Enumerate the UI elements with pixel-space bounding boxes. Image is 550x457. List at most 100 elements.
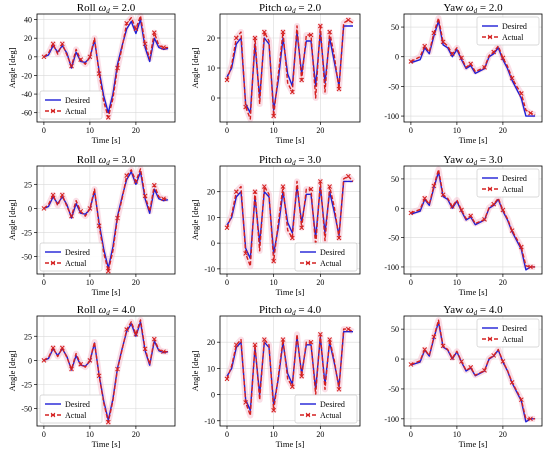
y-tick-label: 10: [207, 364, 215, 373]
title-omega-subscript: d: [106, 159, 110, 167]
title-omega-value: 2.0: [307, 2, 321, 14]
data-point-actual: [124, 173, 130, 178]
y-tick-label: 0: [28, 356, 32, 365]
y-tick-label: -50: [21, 405, 32, 414]
series-line-desired: [226, 25, 353, 114]
x-tick-label: 0: [42, 126, 46, 135]
legend: Desired Actual: [39, 90, 103, 120]
series-line-actual: [226, 19, 354, 120]
x-axis-label: Time [s]: [459, 287, 488, 297]
legend-label-actual: Actual: [320, 259, 342, 268]
data-point-actual: [271, 258, 277, 264]
data-point-actual: [151, 336, 157, 342]
data-point-actual: [408, 59, 414, 64]
y-tick-label: 50: [391, 175, 399, 184]
data-point-actual: [50, 41, 56, 47]
data-point-actual: [491, 49, 497, 55]
y-axis-label: Angle [deg]: [7, 47, 17, 88]
data-point-actual: [509, 228, 515, 233]
title-omega-value: 3.0: [121, 154, 135, 166]
data-point-actual: [408, 362, 414, 367]
title-equals: =: [296, 2, 308, 14]
data-point-actual: [500, 55, 506, 61]
x-tick-label: 10: [270, 430, 278, 439]
title-omega-subscript: d: [292, 159, 296, 167]
x-axis-label: Time [s]: [276, 287, 305, 297]
y-tick-label: -100: [384, 263, 399, 272]
chart-title: Roll ωd = 3.0: [77, 154, 136, 167]
legend-label-desired: Desired: [502, 174, 527, 183]
data-point-actual: [468, 61, 474, 67]
title-prefix: Pitch: [259, 154, 284, 166]
data-point-actual: [528, 416, 533, 422]
plot-frame: [36, 315, 176, 427]
data-point-actual: [96, 71, 102, 76]
data-point-actual: [271, 113, 277, 119]
x-tick-label: 0: [409, 126, 413, 135]
x-tick-label: 20: [499, 278, 507, 287]
x-tick-label: 10: [453, 126, 461, 135]
x-axis-label: Time [s]: [92, 439, 121, 449]
legend-marker-actual: [305, 260, 311, 266]
data-point-actual: [41, 206, 47, 211]
data-point-actual: [233, 342, 239, 348]
data-point-actual: [317, 179, 323, 184]
data-point-actual: [345, 326, 351, 332]
legend: Desired Actual: [294, 394, 358, 424]
legend-box: [39, 242, 103, 272]
data-point-actual: [308, 186, 314, 192]
x-axis-label: Time [s]: [92, 135, 121, 145]
x-axis-label: Time [s]: [459, 135, 488, 145]
data-point-actual: [59, 192, 65, 198]
title-omega-value: 3.0: [489, 154, 503, 166]
x-tick-label: 10: [86, 430, 94, 439]
chart-panel: 0 10 20 -60 -40 -20 0 20 40 Roll ωd = 2.0 Time [s]…: [7, 2, 176, 145]
x-tick-label: 0: [225, 126, 229, 135]
x-tick-label: 0: [42, 430, 46, 439]
legend-marker-actual: [487, 34, 493, 40]
chart-title: Yaw ωd = 4.0: [443, 304, 503, 317]
data-point-actual: [87, 206, 93, 211]
data-point-actual: [528, 110, 533, 116]
data-point-actual: [327, 184, 333, 189]
data-point-actual: [482, 65, 487, 70]
x-tick-label: 20: [316, 278, 324, 287]
title-prefix: Pitch: [259, 304, 284, 316]
data-point-actual: [142, 346, 148, 352]
x-tick-label: 10: [86, 278, 94, 287]
x-tick-label: 20: [132, 430, 140, 439]
title-omega: ω: [284, 304, 292, 316]
data-point-actual: [78, 57, 84, 62]
series-line-actual: [226, 175, 354, 267]
series-line-actual: [410, 168, 536, 268]
data-point-actual: [440, 192, 446, 198]
data-point-actual: [468, 213, 474, 219]
y-axis-label: Angle [deg]: [7, 199, 17, 240]
chart-title: Roll ωd = 4.0: [77, 304, 136, 317]
title-equals: =: [296, 154, 308, 166]
data-point-actual: [408, 210, 414, 216]
legend-box: [39, 90, 103, 120]
data-point-actual: [87, 358, 93, 363]
data-point-actual: [261, 337, 267, 342]
data-point-actual: [518, 91, 524, 96]
title-omega-value: 4.0: [489, 304, 503, 316]
title-omega: ω: [98, 2, 106, 14]
data-point-actual: [422, 347, 428, 352]
data-point-actual: [491, 353, 497, 358]
data-point-actual: [440, 39, 446, 45]
legend: Desired Actual: [294, 242, 358, 272]
plot-frame: [403, 13, 543, 123]
data-point-actual: [69, 213, 74, 219]
data-point-actual: [449, 51, 455, 57]
data-point-actual: [105, 419, 111, 425]
legend-label-desired: Desired: [65, 400, 90, 409]
title-omega-subscript: d: [474, 309, 478, 317]
data-point-actual: [105, 114, 111, 120]
y-tick-label: 20: [207, 34, 215, 43]
legend-label-actual: Actual: [502, 185, 524, 194]
y-tick-label: -60: [21, 109, 32, 118]
x-tick-label: 20: [316, 430, 324, 439]
data-point-actual: [41, 54, 47, 60]
y-tick-label: -50: [388, 234, 399, 243]
